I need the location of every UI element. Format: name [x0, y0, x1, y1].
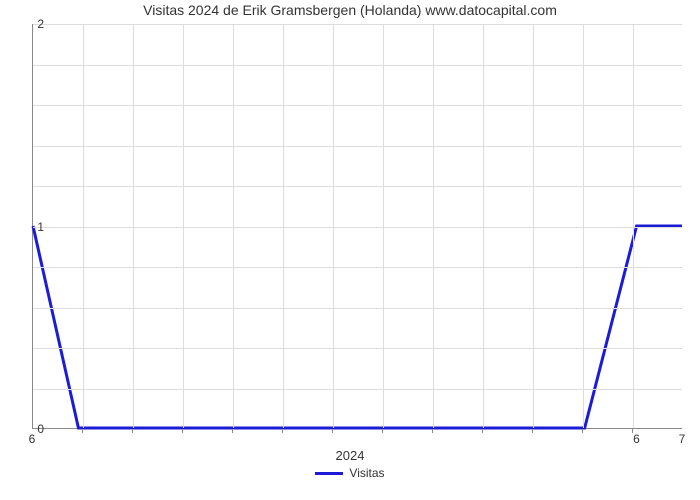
grid-line-h-minor	[33, 186, 682, 187]
x-minor-tick	[382, 429, 383, 433]
grid-line-v	[83, 24, 84, 428]
x-minor-tick	[582, 429, 583, 433]
x-tick-label: 6	[633, 432, 640, 446]
x-minor-tick	[182, 429, 183, 433]
x-tick-label: 7	[679, 432, 686, 446]
grid-line-v	[283, 24, 284, 428]
y-tick-label: 2	[24, 17, 44, 31]
grid-line-h-minor	[33, 267, 682, 268]
grid-line-h-minor	[33, 389, 682, 390]
grid-line-h-minor	[33, 146, 682, 147]
x-minor-tick	[82, 429, 83, 433]
x-minor-tick	[432, 429, 433, 433]
grid-line-h-minor	[33, 308, 682, 309]
grid-line-v	[433, 24, 434, 428]
grid-line-v	[383, 24, 384, 428]
x-minor-tick	[532, 429, 533, 433]
grid-line-v	[233, 24, 234, 428]
grid-line-h	[33, 227, 682, 228]
x-minor-tick	[482, 429, 483, 433]
y-tick-label: 1	[24, 220, 44, 234]
grid-line-v	[183, 24, 184, 428]
grid-line-v	[533, 24, 534, 428]
grid-line-h-minor	[33, 348, 682, 349]
x-minor-tick	[332, 429, 333, 433]
grid-line-v	[133, 24, 134, 428]
x-minor-tick	[132, 429, 133, 433]
grid-line-v	[333, 24, 334, 428]
legend-swatch	[315, 472, 343, 475]
chart-title: Visitas 2024 de Erik Gramsbergen (Holand…	[0, 2, 700, 18]
grid-line-h-minor	[33, 65, 682, 66]
grid-line-h	[33, 24, 682, 25]
x-axis-label: 2024	[0, 448, 700, 463]
grid-line-v	[633, 24, 634, 428]
legend: Visitas	[0, 466, 700, 480]
chart-container: Visitas 2024 de Erik Gramsbergen (Holand…	[0, 0, 700, 500]
legend-label: Visitas	[349, 466, 384, 480]
x-tick-label: 6	[29, 432, 36, 446]
grid-line-h-minor	[33, 105, 682, 106]
x-minor-tick	[232, 429, 233, 433]
grid-line-v	[483, 24, 484, 428]
x-minor-tick	[282, 429, 283, 433]
plot-area	[32, 24, 682, 429]
grid-line-v	[583, 24, 584, 428]
